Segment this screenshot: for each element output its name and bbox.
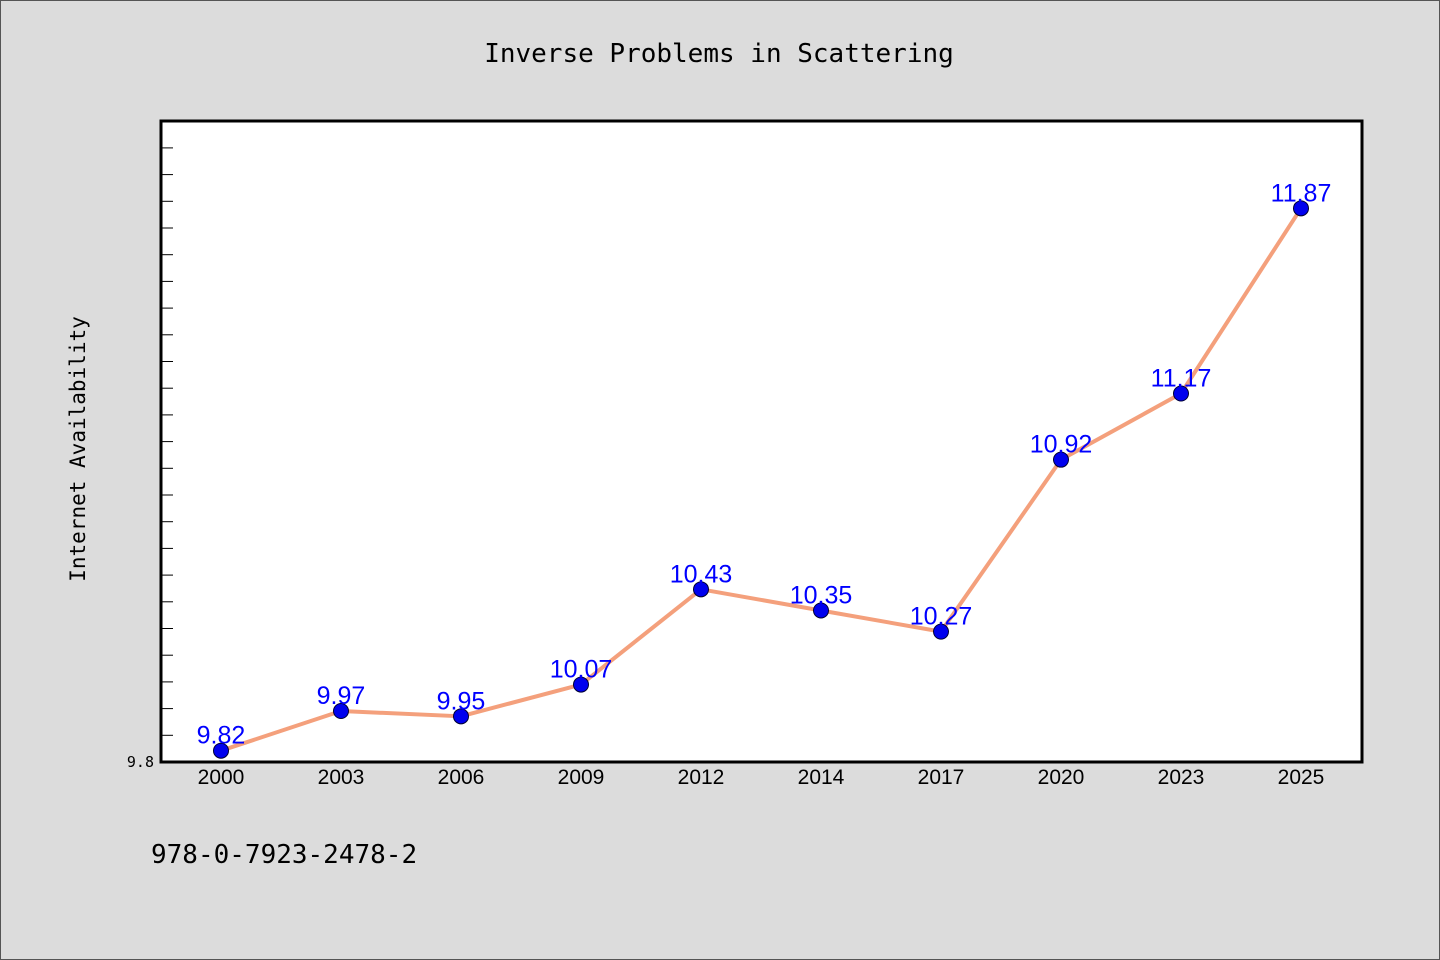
- x-tick-label: 2023: [1158, 766, 1205, 789]
- data-point: [813, 602, 829, 619]
- x-tick-label: 2000: [198, 766, 245, 789]
- x-tick-label: 2014: [798, 766, 845, 789]
- data-point: [1053, 451, 1069, 468]
- data-point: [453, 708, 469, 725]
- data-label: 9.95: [437, 687, 486, 715]
- x-tick-label: 2006: [438, 766, 485, 789]
- data-label: 10.35: [790, 581, 853, 609]
- series-line: [219, 206, 1303, 753]
- plot-area: [159, 119, 1364, 764]
- x-tick-label: 2020: [1038, 766, 1085, 789]
- data-point: [693, 581, 709, 598]
- y-axis-label: Internet Availability: [66, 316, 90, 582]
- x-axis-ticks: 2000 2003 2006 2009 2012 2014 2017 2020 2023 2025: [198, 766, 1325, 789]
- data-label: 11.87: [1271, 179, 1332, 207]
- data-point: [213, 742, 229, 759]
- data-labels: 9.82 9.97 9.95 10.07 10.43 10.35 10.27 10.92 11.…: [197, 179, 1332, 749]
- data-label: 10.27: [910, 603, 973, 631]
- data-label: 11.17: [1151, 365, 1212, 393]
- data-point: [1293, 200, 1309, 217]
- y-tick-label: 9.8: [127, 753, 154, 771]
- series-markers: [213, 200, 1309, 759]
- data-point: [573, 676, 589, 693]
- data-label: 10.07: [550, 656, 613, 684]
- data-point: [1173, 385, 1189, 402]
- y-axis-ticks: [161, 147, 173, 763]
- x-tick-label: 2009: [558, 766, 605, 789]
- data-point: [333, 703, 349, 720]
- data-label: 10.92: [1030, 431, 1093, 459]
- data-label: 9.82: [197, 722, 246, 750]
- isbn-footer: 978-0-7923-2478-2: [151, 840, 417, 870]
- x-tick-label: 2025: [1278, 766, 1325, 789]
- chart-title: Inverse Problems in Scattering: [484, 39, 954, 69]
- data-label: 10.43: [670, 560, 733, 588]
- data-label: 9.97: [317, 682, 366, 710]
- x-tick-label: 2017: [918, 766, 965, 789]
- x-tick-label: 2012: [678, 766, 725, 789]
- data-point: [933, 623, 949, 640]
- x-tick-label: 2003: [318, 766, 365, 789]
